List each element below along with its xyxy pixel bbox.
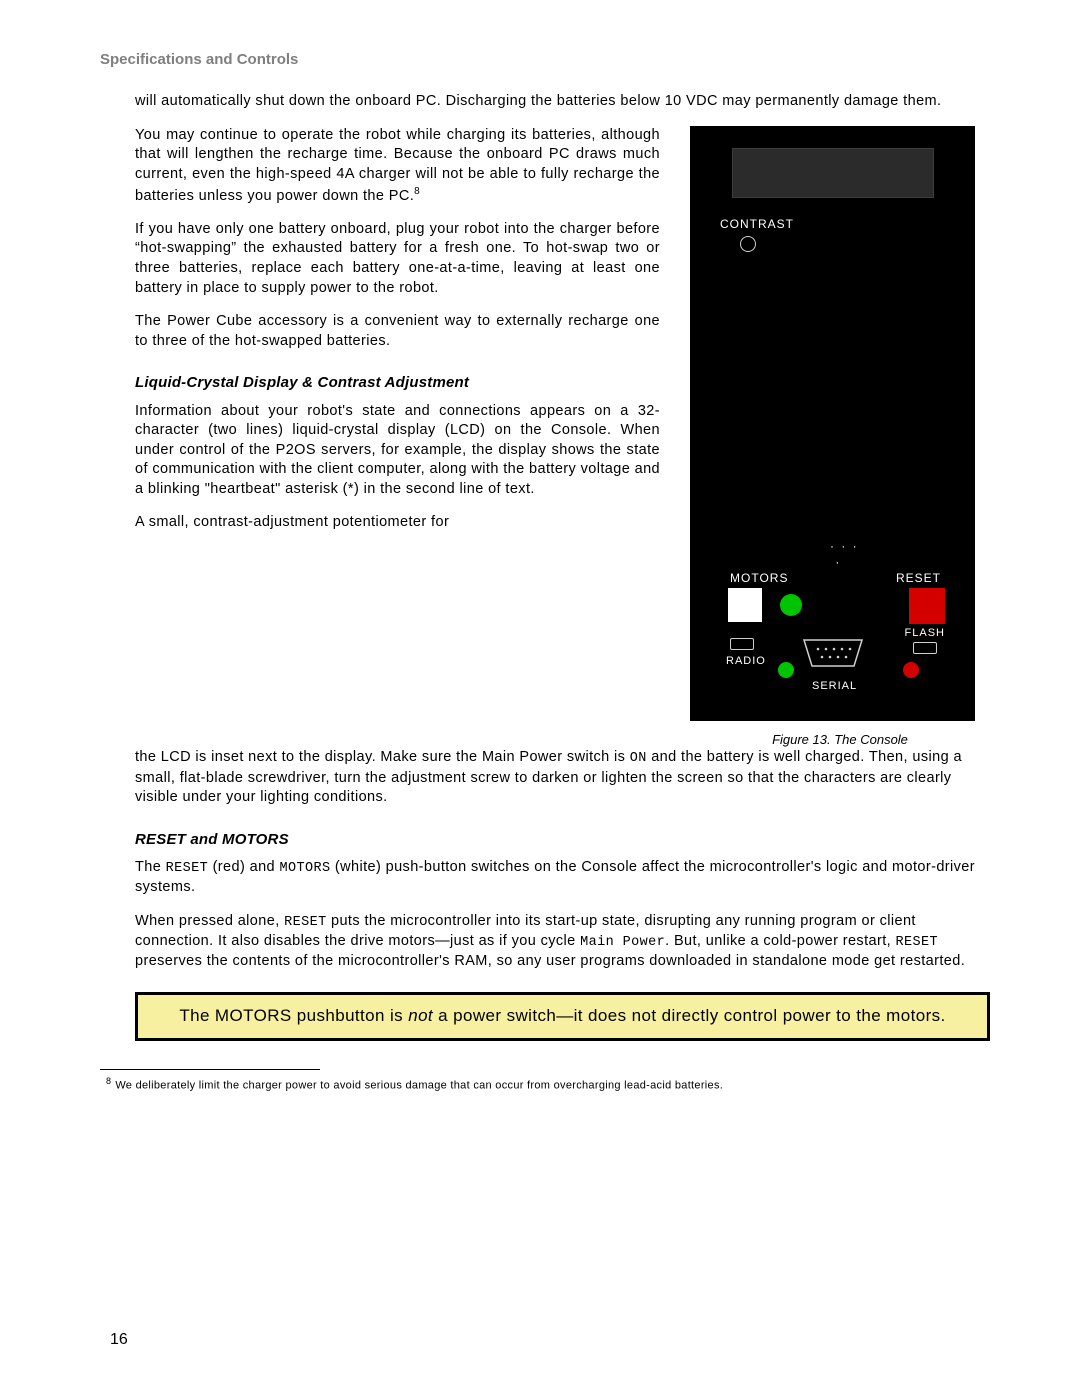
para-3: If you have only one battery onboard, pl… bbox=[135, 220, 660, 298]
para-8: When pressed alone, RESET puts the micro… bbox=[135, 912, 990, 972]
para-6b-1: the LCD is inset next to the display. Ma… bbox=[135, 749, 630, 765]
p8c: . But, unlike a cold-power restart, bbox=[665, 933, 895, 949]
label-flash: FLASH bbox=[905, 626, 945, 641]
footnote-ref-8: 8 bbox=[414, 186, 420, 197]
sc-mainpower: Main Power bbox=[580, 935, 665, 950]
heading-reset-motors: RESET and MOTORS bbox=[135, 830, 990, 850]
footnote-num: 8 bbox=[106, 1076, 111, 1086]
para-7: The RESET (red) and MOTORS (white) push-… bbox=[135, 858, 990, 898]
para-6a: A small, contrast-adjustment potentiomet… bbox=[135, 513, 660, 533]
speaker-dots-icon: · · · · bbox=[830, 538, 859, 570]
sc-reset-3: RESET bbox=[895, 935, 938, 950]
serial-port-icon bbox=[802, 638, 864, 668]
sc-on: ON bbox=[630, 751, 647, 766]
para-1: will automatically shut down the onboard… bbox=[135, 92, 990, 112]
p8d: preserves the contents of the microcontr… bbox=[135, 953, 965, 969]
body: will automatically shut down the onboard… bbox=[135, 92, 990, 971]
footnote-8: 8 We deliberately limit the charger power… bbox=[106, 1076, 990, 1093]
contrast-pot-icon bbox=[740, 236, 756, 252]
flash-switch-icon bbox=[913, 642, 937, 654]
callout-post: a power switch—it does not directly cont… bbox=[433, 1006, 946, 1025]
sc-reset-1: RESET bbox=[166, 861, 209, 876]
led-red-icon bbox=[903, 662, 919, 678]
reset-button-icon bbox=[909, 588, 945, 624]
para-4: The Power Cube accessory is a convenient… bbox=[135, 312, 660, 351]
sc-motors: MOTORS bbox=[279, 861, 330, 876]
two-column-region: You may continue to operate the robot wh… bbox=[135, 126, 990, 749]
p7b: (red) and bbox=[208, 859, 279, 875]
figure-caption: Figure 13. The Console bbox=[690, 731, 990, 749]
p8a: When pressed alone, bbox=[135, 913, 284, 929]
para-5: Information about your robot's state and… bbox=[135, 402, 660, 500]
running-head: Specifications and Controls bbox=[100, 50, 990, 70]
led-green2-icon bbox=[778, 662, 794, 678]
callout-ital: not bbox=[408, 1006, 433, 1025]
footnote-text: We deliberately limit the charger power … bbox=[115, 1079, 723, 1091]
sc-reset-2: RESET bbox=[284, 915, 327, 930]
p7a: The bbox=[135, 859, 166, 875]
para-2-text: You may continue to operate the robot wh… bbox=[135, 127, 660, 204]
footnote-rule bbox=[100, 1069, 320, 1070]
label-serial: SERIAL bbox=[812, 679, 857, 694]
motors-button-icon bbox=[728, 588, 762, 622]
radio-switch-icon bbox=[730, 638, 754, 650]
right-column: CONTRAST · · · · MOTORS RESET FLASH RADI… bbox=[690, 126, 990, 749]
label-radio: RADIO bbox=[726, 654, 766, 669]
left-column: You may continue to operate the robot wh… bbox=[135, 126, 660, 533]
label-motors: MOTORS bbox=[730, 570, 788, 586]
callout-pre: The MOTORS pushbutton is bbox=[179, 1006, 408, 1025]
para-2: You may continue to operate the robot wh… bbox=[135, 126, 660, 206]
heading-lcd: Liquid-Crystal Display & Contrast Adjust… bbox=[135, 373, 660, 393]
callout-box: The MOTORS pushbutton is not a power swi… bbox=[135, 992, 990, 1041]
para-6b: the LCD is inset next to the display. Ma… bbox=[135, 748, 990, 807]
label-reset: RESET bbox=[896, 570, 941, 586]
page-number: 16 bbox=[110, 1329, 128, 1351]
lcd-screen bbox=[732, 148, 934, 198]
label-contrast: CONTRAST bbox=[720, 216, 794, 232]
led-green-icon bbox=[780, 594, 802, 616]
console-figure: CONTRAST · · · · MOTORS RESET FLASH RADI… bbox=[690, 126, 975, 721]
page: Specifications and Controls will automat… bbox=[0, 0, 1080, 1397]
